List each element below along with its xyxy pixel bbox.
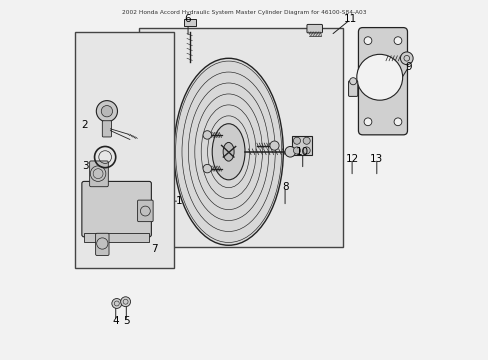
Text: 7: 7 [151,244,158,254]
Circle shape [269,141,279,150]
Text: 5: 5 [123,316,129,326]
Bar [183,19,195,26]
Circle shape [285,147,295,157]
Circle shape [101,105,112,117]
FancyBboxPatch shape [102,121,111,137]
Circle shape [393,118,401,126]
FancyBboxPatch shape [89,161,108,187]
Circle shape [393,37,401,45]
Bar [291,136,311,155]
Circle shape [303,147,309,154]
Circle shape [364,37,371,45]
Circle shape [293,147,300,154]
Text: 6: 6 [184,14,191,24]
FancyBboxPatch shape [306,24,322,33]
FancyBboxPatch shape [137,200,153,222]
FancyBboxPatch shape [81,181,151,237]
Text: 12: 12 [345,154,358,164]
Circle shape [203,131,211,139]
Circle shape [203,165,211,173]
Circle shape [293,137,300,144]
Text: 1: 1 [176,196,182,206]
Circle shape [349,78,356,85]
Text: 10: 10 [296,147,308,157]
Ellipse shape [212,124,244,180]
FancyBboxPatch shape [96,233,109,256]
Circle shape [364,118,371,126]
Text: 2002 Honda Accord Hydraulic System Master Cylinder Diagram for 46100-S84-A03: 2002 Honda Accord Hydraulic System Maste… [122,10,366,15]
Bar [84,233,149,242]
FancyBboxPatch shape [358,28,407,135]
Text: 11: 11 [343,14,356,24]
Bar [75,32,174,268]
Circle shape [112,298,122,309]
Text: 9: 9 [405,62,411,72]
Ellipse shape [223,143,234,161]
Bar [139,28,343,247]
Text: 8: 8 [281,182,288,192]
FancyBboxPatch shape [348,81,357,96]
Circle shape [121,297,130,307]
Circle shape [303,137,309,144]
Circle shape [356,54,402,100]
Circle shape [400,52,412,65]
Text: 2: 2 [81,120,88,130]
Text: 3: 3 [81,161,88,171]
Text: 4: 4 [112,316,119,326]
Ellipse shape [174,58,283,245]
Text: 13: 13 [369,154,383,164]
Circle shape [96,100,117,122]
